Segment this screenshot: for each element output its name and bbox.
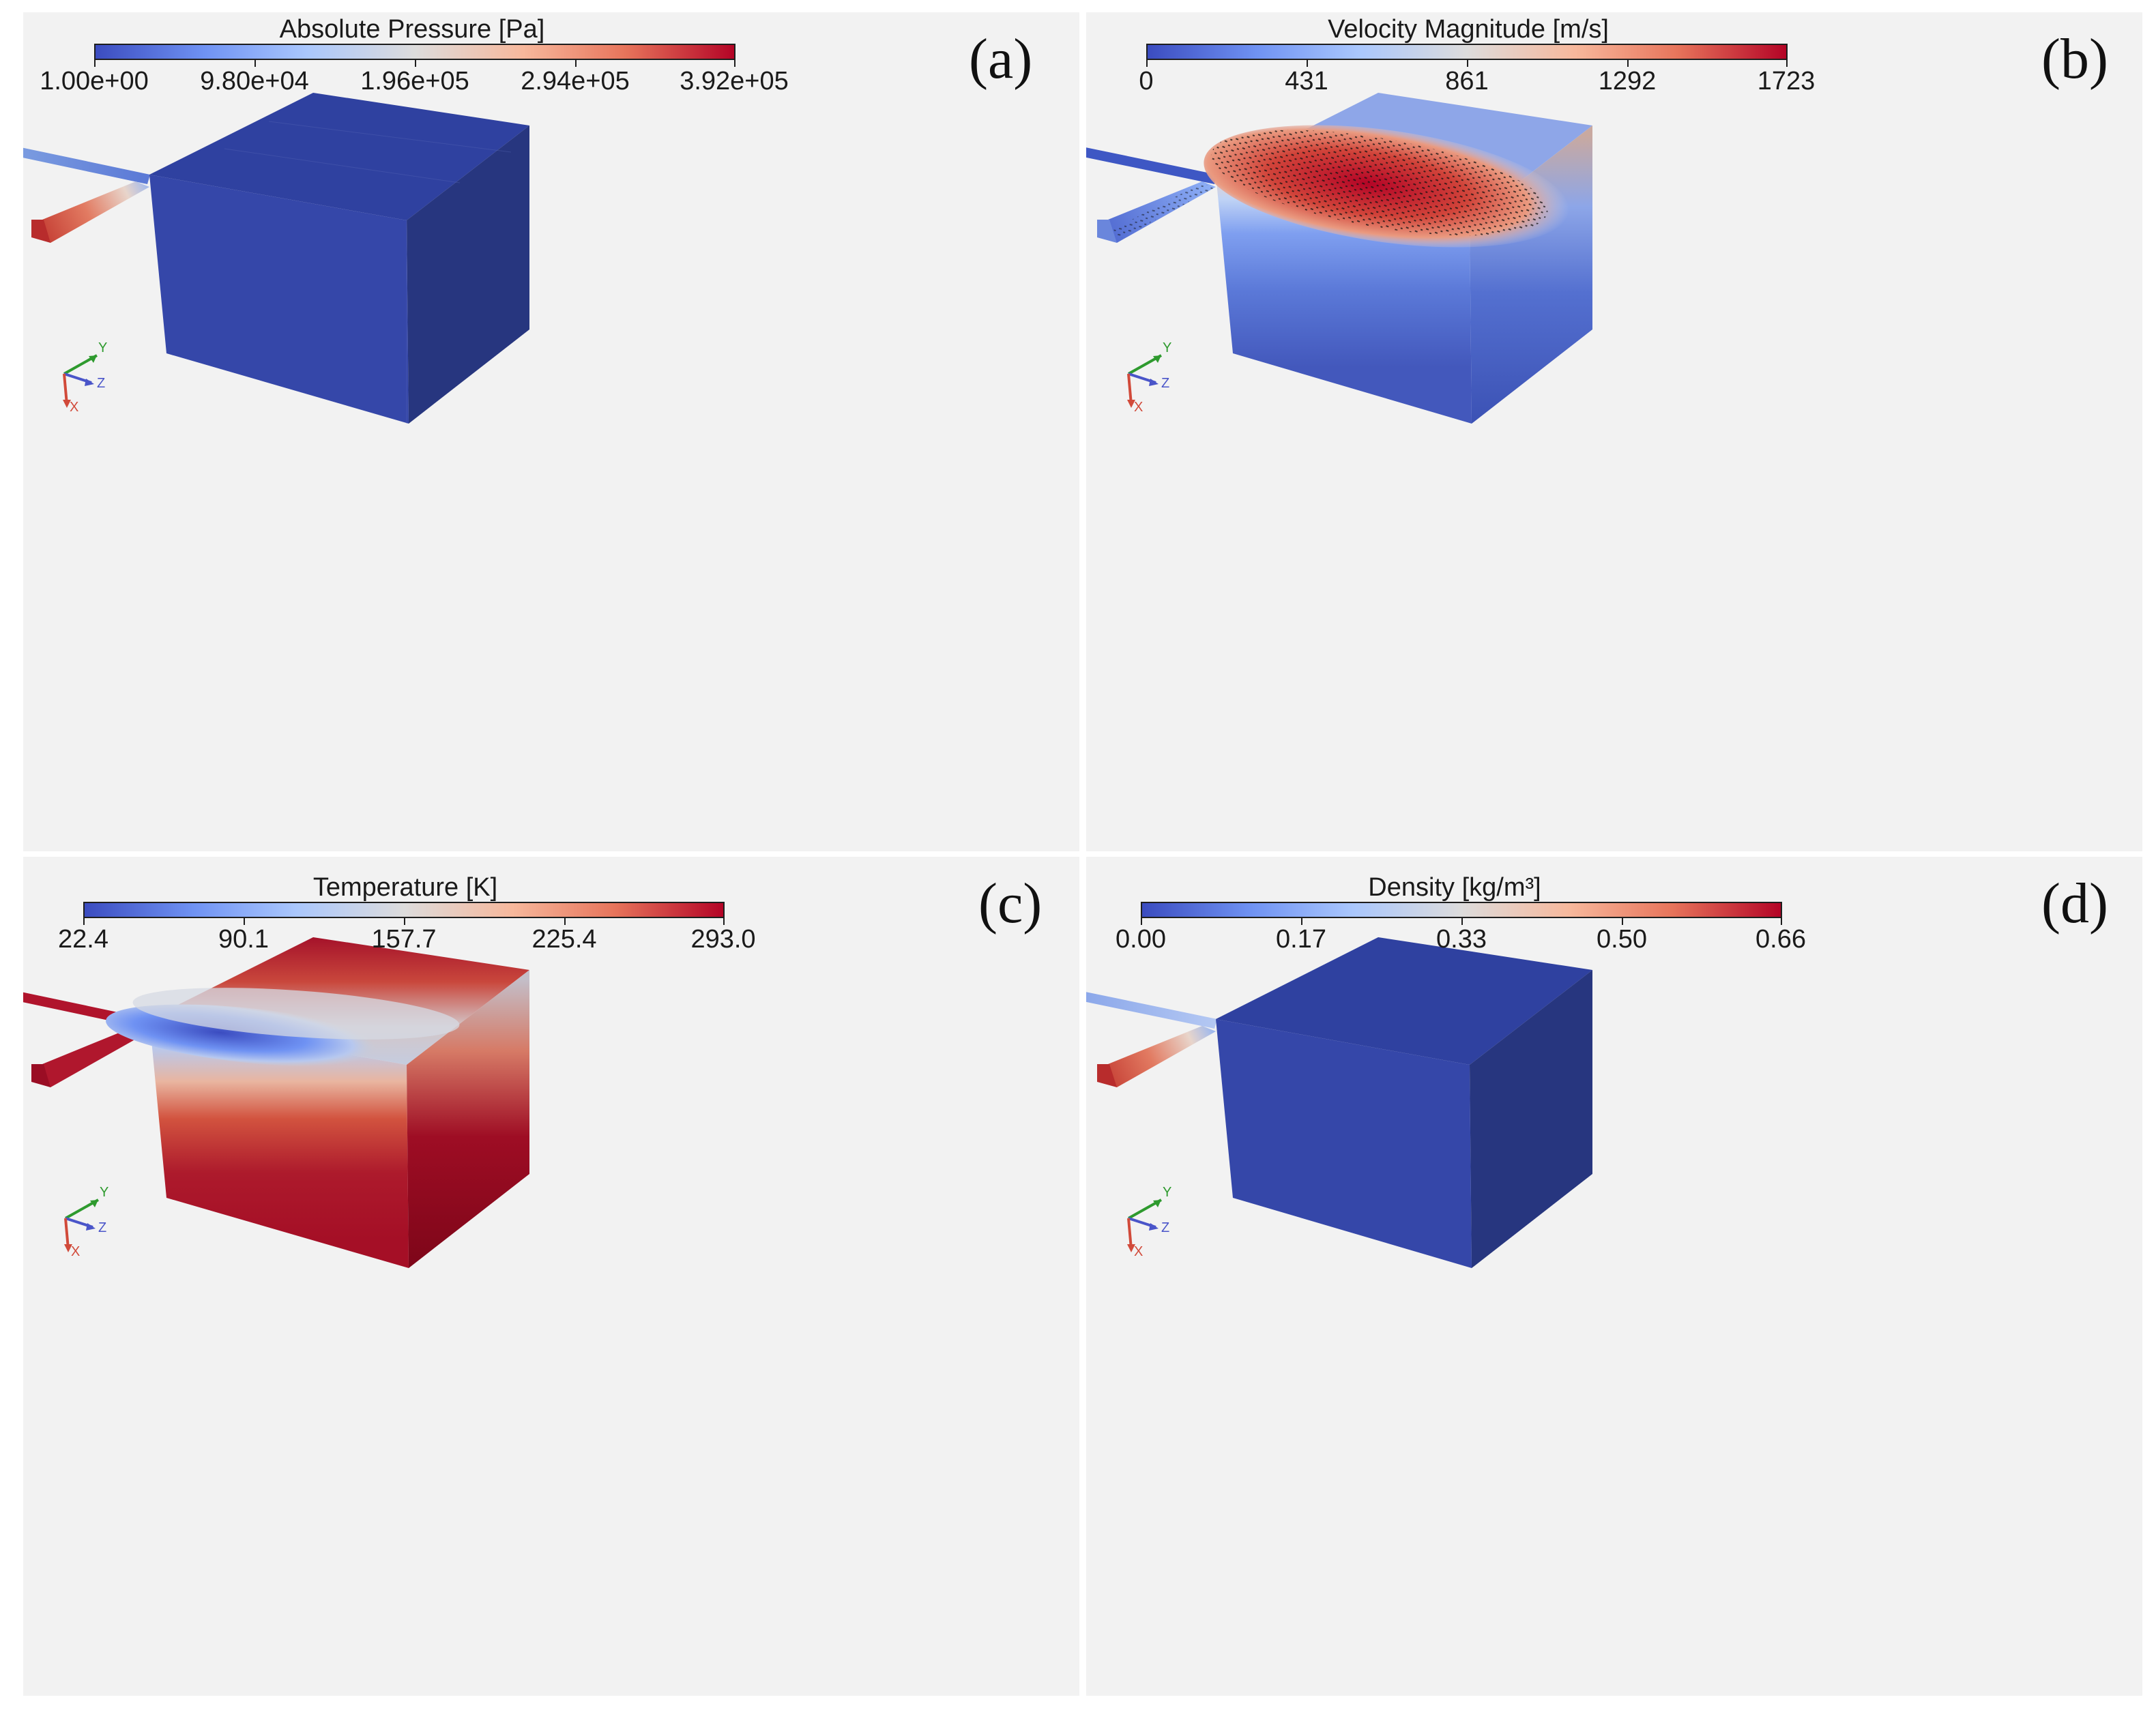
nozzle-pipe-end: [1097, 220, 1117, 243]
scene-c: Y Z X: [23, 937, 529, 1268]
axis-y-label: Y: [98, 340, 107, 355]
panel-label: (a): [969, 27, 1033, 91]
colorbar-label: 861: [1445, 67, 1489, 95]
colorbar-label: 2.94e+05: [521, 67, 630, 95]
colorbar: [1141, 902, 1782, 918]
colorbar-label: 0.66: [1756, 925, 1806, 954]
axis-z-label: Z: [98, 1220, 106, 1235]
panel-c: Y Z X Temperature [K] 22.4 90.1 157.7 22…: [23, 857, 1079, 1696]
panel-b: Y Z X Velocity Magnitude [m/s] 0 431 861…: [1086, 12, 2142, 851]
feed-pipe: [1086, 992, 1217, 1029]
nozzle-particles: [1113, 183, 1214, 240]
feed-pipe: [23, 147, 150, 184]
colorbar-title: Absolute Pressure [Pa]: [279, 15, 545, 44]
scene-d: Y Z X: [1086, 937, 1592, 1268]
axis-x-label: X: [1134, 400, 1143, 415]
axis-x-label: X: [1134, 1244, 1143, 1259]
box-front: [149, 1019, 409, 1268]
axis-z-label: Z: [97, 376, 105, 391]
panel-a: Y Z X Absolute Pressure [Pa] 1.00e+00 9.…: [23, 12, 1079, 851]
scene-b: Y Z X: [1086, 93, 1592, 424]
box-front: [149, 175, 409, 424]
colorbar-label: 431: [1285, 67, 1328, 95]
colorbar: [94, 44, 735, 60]
box-front: [1216, 1019, 1472, 1268]
colorbar-label: 9.80e+04: [200, 67, 309, 95]
axis-z-label: Z: [1161, 376, 1169, 391]
panel-label: (c): [978, 872, 1043, 935]
nozzle-pipe-end: [31, 220, 50, 243]
colorbar-title: Temperature [K]: [312, 873, 498, 902]
colorbar: [83, 902, 725, 918]
nozzle-pipe: [1097, 1026, 1216, 1087]
nozzle-pipe: [31, 1026, 149, 1087]
axes-triad: Y Z X: [1127, 340, 1171, 415]
panel-label: (d): [2041, 872, 2108, 935]
cold-jet-top: [132, 988, 460, 1040]
colorbar-label: 22.4: [58, 925, 108, 954]
colorbar-label: 0.50: [1597, 925, 1647, 954]
colorbar-label: 1723: [1757, 67, 1816, 95]
panel-label: (b): [2041, 27, 2108, 91]
axis-x-label: X: [70, 400, 78, 415]
colorbar-label: 3.92e+05: [680, 67, 789, 95]
axis-z-label: Z: [1161, 1220, 1169, 1235]
panel-d: Y Z X Density [kg/m³] 0.00 0.17 0.33 0.5…: [1086, 857, 2142, 1696]
nozzle-pipe-end: [31, 1064, 50, 1087]
feed-pipe: [1086, 147, 1217, 184]
scene-a: Y Z X: [23, 93, 529, 424]
colorbar: [1146, 44, 1788, 60]
axes-triad: Y Z X: [1127, 1185, 1171, 1259]
nozzle-pipe-end: [1097, 1064, 1117, 1087]
colorbar-title: Velocity Magnitude [m/s]: [1328, 15, 1609, 44]
colorbar-label: 0.17: [1276, 925, 1326, 954]
nozzle-pipe: [31, 181, 149, 243]
box-right: [407, 126, 529, 424]
colorbar-label: 0.00: [1116, 925, 1166, 954]
colorbar-label: 157.7: [371, 925, 437, 954]
colorbar-label: 0: [1139, 67, 1154, 95]
colorbar-label: 1.00e+00: [40, 67, 149, 95]
axis-x-label: X: [71, 1244, 80, 1259]
colorbar-label: 1.96e+05: [360, 67, 469, 95]
axes-triad: Y Z X: [64, 1185, 108, 1259]
colorbar-label: 1292: [1598, 67, 1657, 95]
colorbar-label: 0.33: [1436, 925, 1487, 954]
colorbar-label: 225.4: [531, 925, 597, 954]
axes-triad: Y Z X: [63, 340, 107, 415]
axis-y-label: Y: [100, 1185, 108, 1200]
colorbar-label: 90.1: [218, 925, 269, 954]
box-right: [1470, 970, 1592, 1268]
box-right: [407, 970, 529, 1268]
box-top: [149, 93, 529, 220]
axis-y-label: Y: [1163, 1185, 1171, 1200]
box-top: [1216, 937, 1592, 1065]
axis-y-label: Y: [1163, 340, 1171, 355]
colorbar-title: Density [kg/m³]: [1368, 873, 1541, 902]
particle-cloud: [1211, 130, 1548, 236]
colorbar-label: 293.0: [690, 925, 756, 954]
